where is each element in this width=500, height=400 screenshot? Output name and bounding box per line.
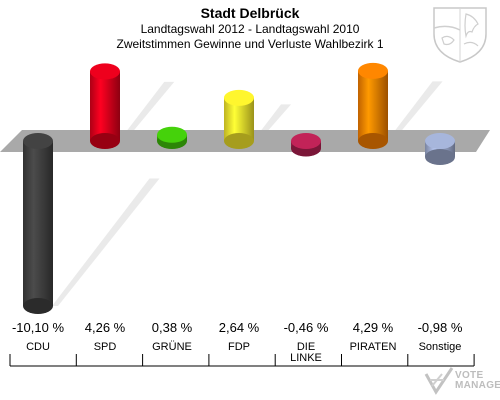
bar-top-cap — [224, 89, 254, 106]
x-axis-ticks — [9, 354, 475, 366]
bar — [224, 89, 254, 149]
value-label: 0,38 % — [152, 320, 193, 335]
value-label: 4,29 % — [353, 320, 394, 335]
bar-bottom-cap — [90, 133, 120, 149]
bar — [23, 133, 53, 314]
bar-top-cap — [90, 63, 120, 80]
value-label: 4,26 % — [85, 320, 126, 335]
bar-shadow — [387, 81, 443, 141]
coat-of-arms-icon — [433, 7, 487, 63]
logo-line-manager: MANAGER — [455, 380, 500, 391]
bar-body — [358, 70, 388, 141]
category-label: SPD — [94, 341, 117, 353]
bar — [157, 126, 187, 149]
category-label: FDP — [228, 341, 250, 353]
votemanager-logo-icon — [424, 367, 454, 395]
logo-line-vote: VOTE — [455, 370, 484, 381]
bar-bottom-cap — [23, 298, 53, 314]
bar-body — [23, 141, 53, 306]
category-label: Sonstige — [419, 341, 462, 353]
category-label: GRÜNE — [152, 341, 192, 353]
value-label: 2,64 % — [219, 320, 260, 335]
category-label: PIRATEN — [350, 341, 397, 353]
bar-top-cap — [358, 62, 388, 79]
category-label: DIE LINKE — [290, 341, 322, 364]
votemanager-logo-text: VOTE MANAGER — [455, 371, 500, 391]
bar-top-cap — [23, 133, 53, 149]
bar — [90, 63, 120, 149]
bars-group — [23, 62, 455, 314]
bar-shadow — [119, 81, 175, 141]
bar — [358, 62, 388, 149]
bar — [291, 133, 321, 157]
bar-top-cap — [291, 133, 321, 149]
bar-top-cap — [157, 126, 187, 143]
bar-bottom-cap — [224, 133, 254, 149]
bar-bottom-cap — [425, 149, 455, 166]
bar-top-cap — [425, 133, 455, 149]
chart-subtitle-election: Landtagswahl 2012 - Landtagswahl 2010 — [140, 22, 360, 36]
category-label: CDU — [26, 341, 50, 353]
chart-title: Stadt Delbrück — [200, 5, 300, 21]
bar-bottom-cap — [358, 133, 388, 149]
value-label: -0,98 % — [418, 320, 463, 335]
value-label: -10,10 % — [12, 320, 64, 335]
bar-shadow — [52, 178, 160, 306]
bar-body — [90, 71, 120, 141]
category-labels-group: CDU SPD GRÜNE FDP DIE LINKE PIRATEN Sonstige — [26, 341, 461, 364]
bar — [425, 133, 455, 166]
value-labels-group: -10,10 % 4,26 % 0,38 % 2,64 % -0,46 % 4,29 % -… — [12, 320, 463, 335]
chart-subtitle-district: Zweitstimmen Gewinne und Verluste Wahlbe… — [116, 37, 384, 51]
value-label: -0,46 % — [284, 320, 329, 335]
